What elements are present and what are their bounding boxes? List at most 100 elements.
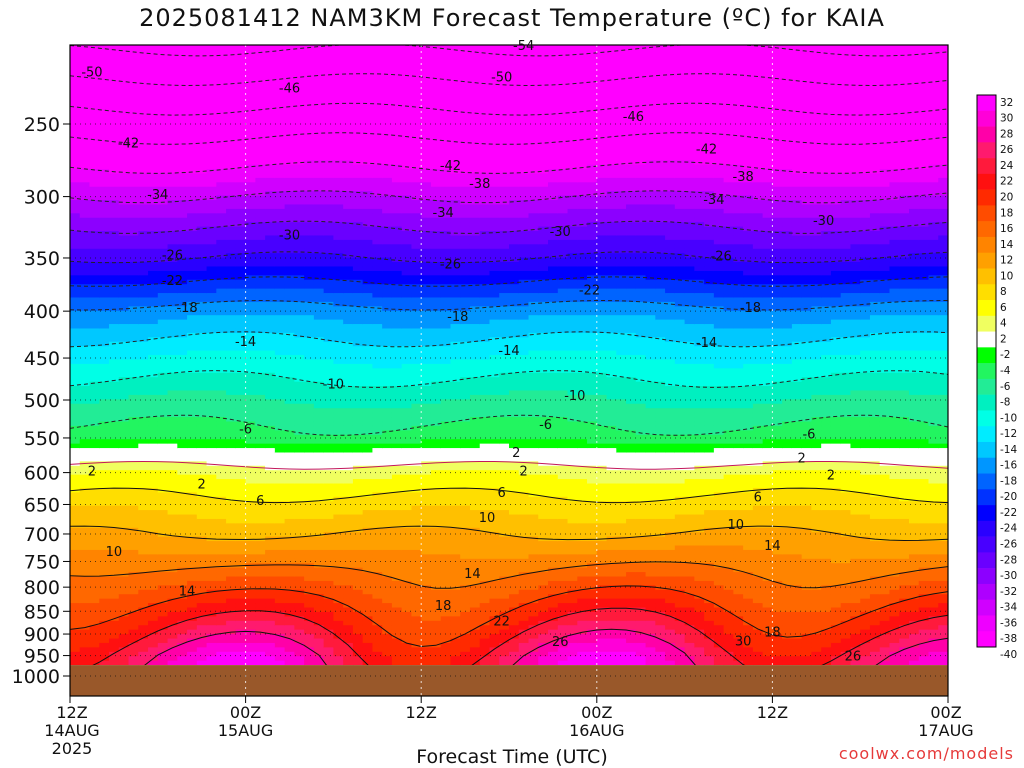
- y-tick-label: 950: [24, 646, 60, 668]
- contour-label: 10: [106, 545, 123, 560]
- colorbar-swatch: [977, 520, 996, 537]
- credit-link[interactable]: coolwx.com/models: [838, 744, 1014, 763]
- contour-label: 18: [435, 599, 452, 614]
- y-tick-label: 750: [24, 551, 60, 573]
- contour-label: 2: [198, 478, 206, 493]
- temperature-field: [70, 45, 948, 666]
- colorbar-label: -28: [1000, 554, 1017, 566]
- contour-label: 2: [88, 465, 96, 480]
- colorbar-label: 2: [1000, 333, 1007, 345]
- colorbar-swatch: [977, 110, 996, 127]
- contour-label: 2: [512, 446, 520, 461]
- contour-label: -10: [323, 378, 344, 393]
- colorbar-label: 6: [1000, 302, 1007, 314]
- contour-label: -10: [564, 389, 585, 404]
- contour-label: -6: [802, 428, 815, 443]
- colorbar-label: -2: [1000, 349, 1010, 361]
- contour-label: 10: [728, 518, 745, 533]
- colorbar-label: -4: [1000, 365, 1011, 377]
- colorbar-label: -16: [1000, 460, 1017, 472]
- colorbar-label: 12: [1000, 255, 1013, 267]
- x-tick-label: 00Z: [230, 703, 261, 722]
- y-tick-label: 900: [24, 624, 60, 646]
- isotherm-line: [70, 561, 948, 589]
- colorbar-swatch: [977, 505, 996, 522]
- contour-label: 14: [764, 539, 781, 554]
- isotherm-line: [70, 460, 948, 470]
- contour-label: -14: [235, 335, 256, 350]
- colorbar-label: 14: [1000, 239, 1014, 251]
- y-tick-label: 1000: [12, 666, 60, 688]
- colorbar-swatch: [977, 221, 996, 238]
- y-tick-label: 400: [24, 301, 60, 323]
- x-axis-label: Forecast Time (UTC): [416, 746, 608, 768]
- colorbar-swatch: [977, 205, 996, 222]
- contour-label: -42: [696, 143, 717, 158]
- y-tick-label: 350: [24, 248, 60, 270]
- contour-label: 18: [764, 625, 781, 640]
- contour-label: -22: [579, 284, 600, 299]
- contour-label: -30: [813, 214, 834, 229]
- isotherm-line: [70, 487, 948, 504]
- colorbar-label: 22: [1000, 176, 1013, 188]
- colorbar-label: -26: [1000, 538, 1017, 550]
- plot-frame: [69, 44, 949, 697]
- colorbar-swatch: [977, 599, 996, 616]
- isotherm-line: [70, 585, 948, 648]
- colorbar-swatch: [977, 631, 996, 648]
- contour-label: -42: [118, 137, 139, 152]
- contour-label: 14: [464, 567, 481, 582]
- ground-fill: [70, 665, 948, 696]
- x-tick-label: 15AUG: [218, 721, 273, 740]
- colorbar-label: -12: [1000, 428, 1017, 440]
- colorbar-swatch: [977, 426, 996, 443]
- colorbar-swatch: [977, 363, 996, 380]
- y-tick-label: 650: [24, 494, 60, 516]
- colorbar-label: 28: [1000, 128, 1013, 140]
- contour-label: -34: [703, 193, 724, 208]
- x-tick-label: 16AUG: [569, 721, 624, 740]
- contour-label: 10: [479, 511, 496, 526]
- contour-label: 6: [498, 486, 506, 501]
- contour-label: -26: [162, 249, 183, 264]
- colorbar-label: 20: [1000, 192, 1013, 204]
- y-tick-label: 800: [24, 577, 60, 599]
- contour-label: 26: [845, 650, 862, 665]
- colorbar-label: -34: [1000, 602, 1017, 614]
- contour-label: 26: [552, 635, 569, 650]
- y-tick-label: 550: [24, 428, 60, 450]
- contour-label: -46: [623, 110, 644, 125]
- colorbar-swatch: [977, 473, 996, 490]
- colorbar-swatch: [977, 410, 996, 427]
- colorbar-swatch: [977, 489, 996, 506]
- contour-label: -26: [711, 250, 732, 265]
- x-tick-label: 14AUG: [44, 721, 99, 740]
- y-tick-label: 850: [24, 601, 60, 623]
- colorbar-label: -24: [1000, 523, 1017, 535]
- contour-label: -18: [176, 301, 197, 316]
- isotherm-line: [70, 525, 948, 542]
- contour-label: -6: [539, 418, 552, 433]
- colorbar-swatch: [977, 158, 996, 175]
- y-tick-label: 700: [24, 524, 60, 546]
- isotherm-line: [144, 628, 948, 666]
- y-tick-label: 600: [24, 463, 60, 485]
- colorbar-label: 8: [1000, 286, 1007, 298]
- isotherm-line: [70, 370, 948, 388]
- colorbar-label: -38: [1000, 633, 1017, 645]
- contour-label: -14: [696, 336, 717, 351]
- colorbar-label: -22: [1000, 507, 1017, 519]
- y-tick-label: 300: [24, 187, 60, 209]
- contour-label: 2: [798, 452, 806, 467]
- colorbar-swatch: [977, 95, 996, 112]
- colorbar-label: 24: [1000, 160, 1014, 172]
- colorbar-swatch: [977, 536, 996, 553]
- y-tick-label: 250: [24, 114, 60, 136]
- colorbar-label: -32: [1000, 586, 1017, 598]
- contour-label: -26: [440, 258, 461, 273]
- colorbar-label: -6: [1000, 381, 1011, 393]
- x-tick-label: 00Z: [581, 703, 612, 722]
- colorbar-label: 4: [1000, 318, 1007, 330]
- colorbar-swatch: [977, 142, 996, 159]
